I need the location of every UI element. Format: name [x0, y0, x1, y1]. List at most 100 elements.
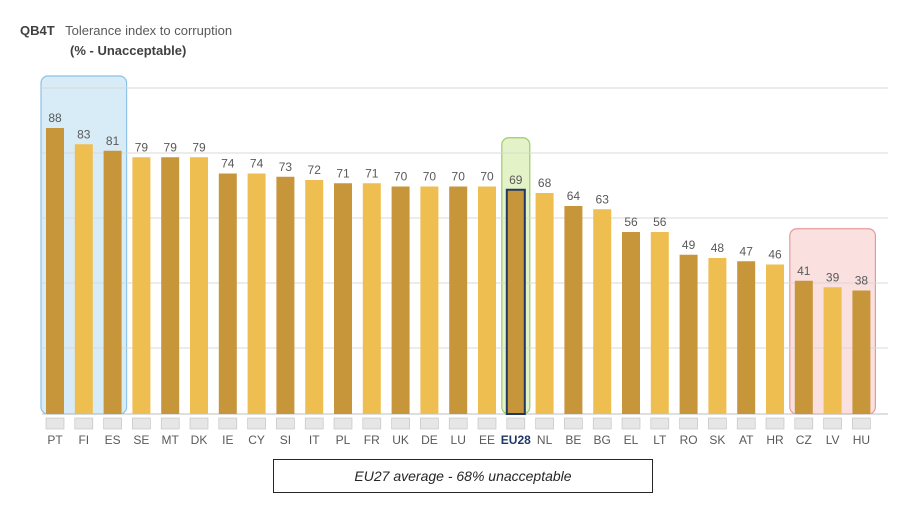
bar-hu — [852, 290, 871, 414]
category-label: LU — [451, 433, 466, 447]
category-label: IT — [309, 433, 320, 447]
flag-de-icon — [420, 417, 439, 430]
category-label: BG — [594, 433, 611, 447]
bar-de — [420, 186, 439, 414]
value-label: 81 — [106, 134, 120, 148]
value-label: 74 — [221, 157, 235, 171]
flag-hu-icon — [852, 417, 871, 430]
flag-bg-icon — [592, 417, 612, 430]
category-label: RO — [680, 433, 698, 447]
value-label: 71 — [365, 166, 379, 180]
value-label: 41 — [797, 264, 811, 278]
category-label: AT — [739, 433, 754, 447]
question-code: QB4T — [20, 23, 55, 38]
category-label: UK — [392, 433, 409, 447]
category-label: PT — [47, 433, 63, 447]
bar-dk — [190, 157, 208, 414]
chart-header: QB4T Tolerance index to corruption — [20, 22, 232, 40]
value-label: 79 — [135, 140, 149, 154]
flag-dk-icon — [189, 417, 209, 430]
flag-pl-icon — [333, 417, 353, 430]
bar-be — [564, 206, 583, 414]
value-label: 56 — [653, 215, 667, 229]
value-label: 79 — [164, 140, 178, 154]
bar-cy — [247, 173, 266, 414]
flag-mt-icon — [160, 417, 180, 430]
flag-cy-icon — [247, 417, 266, 430]
bar-at — [737, 261, 756, 414]
category-label: FR — [364, 433, 380, 447]
category-label: HU — [853, 433, 870, 447]
category-label: NL — [537, 433, 553, 447]
value-label: 70 — [394, 170, 408, 184]
value-label: 39 — [826, 270, 840, 284]
value-label: 68 — [538, 176, 552, 190]
bar-nl — [535, 193, 554, 414]
bar-el — [622, 232, 640, 414]
bar-ie — [218, 173, 237, 414]
value-label: 63 — [596, 192, 610, 206]
chart-title: Tolerance index to corruption — [65, 23, 233, 38]
value-label: 69 — [509, 173, 523, 187]
category-label: ES — [105, 433, 121, 447]
bar-it — [305, 180, 324, 414]
bar-fr — [362, 183, 381, 414]
value-label: 49 — [682, 238, 696, 252]
category-label: IE — [222, 433, 233, 447]
category-label: HR — [766, 433, 784, 447]
category-label: EL — [624, 433, 639, 447]
bar-lv — [823, 287, 842, 414]
category-label: PL — [336, 433, 351, 447]
flag-eu28-icon — [506, 417, 526, 430]
flag-ie-icon — [218, 417, 238, 430]
flag-lv-icon — [823, 417, 842, 430]
value-label: 64 — [567, 189, 581, 203]
bar-cz — [794, 280, 813, 414]
category-label: LT — [653, 433, 667, 447]
bar-si — [276, 176, 295, 414]
bar-uk — [391, 186, 410, 414]
value-label: 48 — [711, 241, 725, 255]
flag-be-icon — [564, 417, 583, 430]
flag-sk-icon — [708, 417, 727, 430]
flag-es-icon — [103, 417, 122, 430]
value-label: 46 — [768, 248, 782, 262]
category-label: MT — [162, 433, 180, 447]
category-label: FI — [78, 433, 89, 447]
value-label: 70 — [452, 170, 466, 184]
bar-es — [103, 150, 122, 414]
bar-lu — [449, 186, 468, 414]
bar-hr — [766, 264, 784, 414]
value-label: 56 — [624, 215, 638, 229]
bar-lt — [650, 232, 669, 414]
bar-eu28 — [505, 188, 526, 415]
bar-ee — [478, 186, 496, 414]
bar-pl — [334, 183, 352, 414]
flag-nl-icon — [535, 417, 554, 430]
value-label: 47 — [740, 244, 754, 258]
value-label: 71 — [336, 166, 350, 180]
flag-lt-icon — [650, 417, 670, 430]
category-label: CY — [248, 433, 265, 447]
category-label: BE — [565, 433, 581, 447]
flag-ee-icon — [477, 417, 497, 430]
category-label: EU28 — [501, 433, 531, 447]
bar-ro — [679, 254, 698, 414]
category-label: CZ — [796, 433, 812, 447]
category-label: DE — [421, 433, 438, 447]
value-label: 83 — [77, 127, 91, 141]
category-label: SK — [709, 433, 725, 447]
value-label: 38 — [855, 274, 869, 288]
flag-se-icon — [132, 417, 151, 430]
category-label: SI — [280, 433, 291, 447]
flag-cz-icon — [794, 417, 814, 430]
flag-it-icon — [304, 417, 324, 430]
value-label: 88 — [48, 111, 62, 125]
bar-fi — [74, 144, 93, 414]
category-label: DK — [191, 433, 208, 447]
flag-el-icon — [621, 417, 641, 430]
value-label: 79 — [192, 140, 206, 154]
value-label: 74 — [250, 157, 264, 171]
category-label: EE — [479, 433, 495, 447]
